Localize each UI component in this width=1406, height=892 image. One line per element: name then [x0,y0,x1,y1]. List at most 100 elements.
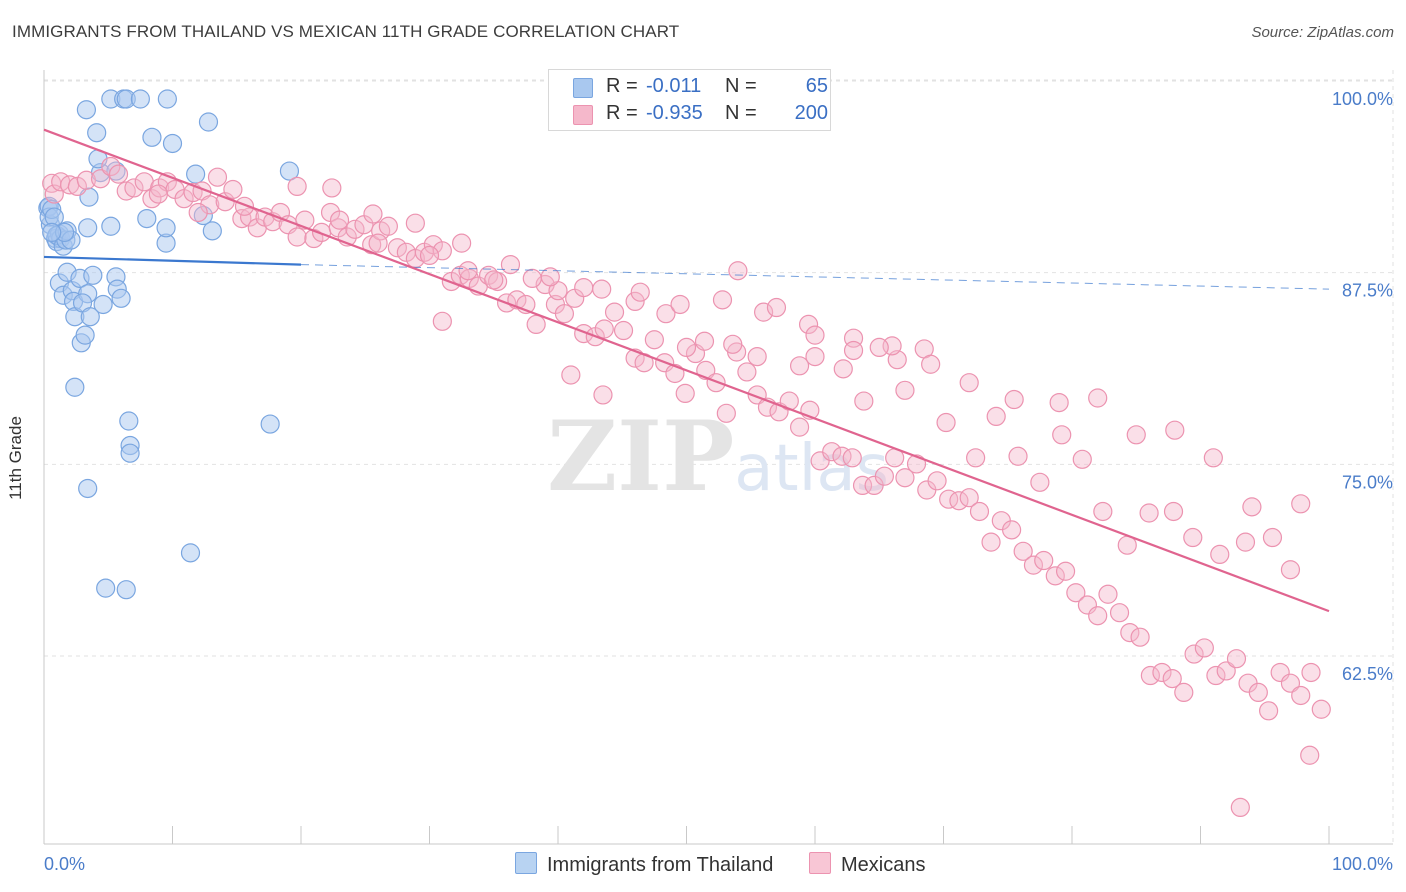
mexicans-point [981,532,1001,552]
mexicans-point [363,204,383,224]
y-axis-label: 11th Grade [6,416,25,500]
thailand-point [157,89,177,109]
legend-item-mexicans[interactable]: Mexicans [809,852,925,877]
thailand-point [156,218,176,238]
mexicans-point [1126,425,1146,445]
mexicans-point [1280,560,1301,580]
mexicans-point [854,391,874,411]
thailand-point [142,127,162,147]
mexicans-point [1301,662,1321,683]
thailand-point [186,164,206,184]
thailand-point [78,478,98,499]
mexicans-point [1130,627,1150,647]
mexicans-point [852,475,873,495]
mexicans-point [1093,501,1113,522]
mexicans-point [625,291,645,311]
thailand-point [80,307,100,327]
mexicans-point [1109,603,1130,623]
thailand-point [101,216,121,236]
mexicans-point [432,241,452,261]
mexicans-point [574,278,594,298]
n-value: 200 [794,102,828,124]
x-tick-label-end: 100.0% [1332,854,1393,874]
thailand-point [260,414,280,434]
mexicans-point [1194,638,1214,658]
mexicans-point [1162,668,1182,689]
mexicans-point [76,170,97,190]
mexicans-point [712,290,733,310]
thailand-swatch [573,78,593,98]
mexicans-point [240,207,260,227]
mexicans-point [1088,606,1108,626]
mexicans-point [1088,388,1108,408]
mexicans-point [1174,682,1194,703]
mexicans-point [604,302,625,322]
thailand-legend-swatch [515,852,537,874]
mexicans-point [1242,497,1262,517]
mexicans-point [44,184,64,204]
mexicans-point [1291,685,1311,706]
mexicans-point [368,233,388,253]
mexicans-point [921,354,941,374]
mexicans-point [1023,555,1044,575]
x-tick-labels: 0.0% 100.0% [44,854,1393,874]
legend-item-thailand[interactable]: Immigrants from Thailand [515,852,773,877]
stats-legend: R = -0.011 N = 65 R = -0.935 N = 200 [548,69,831,131]
chart-title: IMMIGRANTS FROM THAILAND VS MEXICAN 11TH… [12,22,680,41]
mexicans-point [150,178,170,198]
r-label: R = [606,102,638,124]
mexicans-point [387,238,407,258]
mexicans-point [1291,494,1311,514]
mexicans-point [723,334,743,354]
mexicans-point [842,448,862,468]
thailand-point [42,222,62,242]
thailand-trend-line [43,255,302,266]
r-label: R = [606,75,638,97]
mexicans-point [1013,541,1033,561]
mexicans-point [986,406,1006,426]
mexicans-point [766,297,787,318]
mexicans-point [452,233,472,253]
mexicans-point [737,362,757,382]
mexicans-point [670,294,690,315]
mexicans-point [207,167,228,187]
mexicans-point [1034,550,1054,571]
series-thailand-points [38,89,300,600]
mexicans-point [1259,701,1279,721]
thailand-trend-dashed [300,264,1330,290]
mexicans-point [234,196,255,216]
mexicans-point [1165,420,1185,440]
mexicans-point [378,216,398,236]
mexicans-point [665,363,685,384]
mexicans-point [329,210,350,230]
mexicans-point [656,304,676,324]
mexicans-point [1004,389,1024,410]
r-value: -0.011 [646,75,702,97]
y-tick-label: 62.5% [1342,664,1393,684]
thailand-point [76,100,97,120]
mexicans-point [613,320,634,341]
mexicans-point [1183,527,1203,548]
thailand-point [120,443,140,463]
trend-lines [43,128,1330,613]
mexicans-point [1072,449,1092,469]
n-label: N = [725,102,757,124]
mexicans-point [304,228,324,249]
mexicans-point [1300,745,1320,765]
mexicans-point [822,442,842,462]
thailand-point [87,123,107,143]
mexicans-point [927,471,947,491]
mexicans-point [593,385,613,405]
mexicans-point [630,282,650,302]
mexicans-point [188,202,208,223]
mexicans-point [1163,501,1184,522]
mexicans-point [969,501,990,522]
mexicans-point [90,169,111,189]
mexicans-point [1139,503,1159,523]
mexicans-point [1030,472,1050,492]
mexicans-point [959,488,979,508]
mexicans-point [874,466,894,486]
mexicans-point [223,179,243,200]
mexicans-point [592,279,612,299]
